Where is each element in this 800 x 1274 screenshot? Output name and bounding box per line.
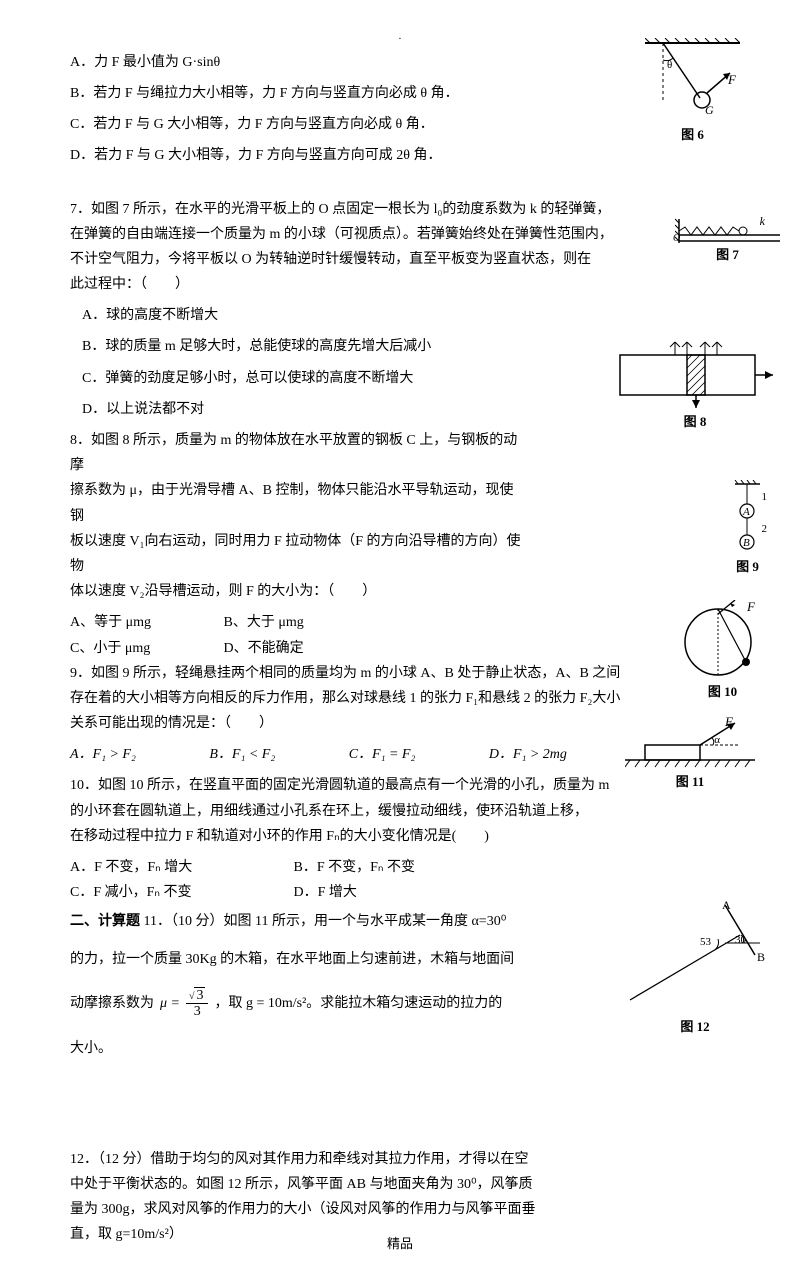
q10-line2: 的小环套在圆轨道上，用细线通过小孔系在环上，缓慢拉动细线，使环沿轨道上移，: [70, 799, 660, 824]
q9-c: C．F₁ = F₂: [349, 747, 416, 762]
fig12-30: 30: [735, 931, 746, 951]
q12-line2: 中处于平衡状态的。如图 12 所示，风筝平面 AB 与地面夹角为 30⁰，风筝质: [70, 1172, 545, 1197]
fig6-f: F: [728, 68, 736, 91]
q6-option-d: D．若力 F 与 G 大小相等，力 F 方向与竖直方向可成 2θ 角．: [70, 143, 550, 168]
q8-c: C、小于 μmg: [70, 636, 220, 661]
q9-line3: 关系可能出现的情况是：（ ）: [70, 711, 660, 736]
q11-mu: μ =: [160, 991, 180, 1016]
figure-11: F α 图 11: [625, 715, 755, 793]
q7-option-a: A．球的高度不断增大: [82, 303, 730, 328]
q10-b: B．F 不变，Fₙ 不变: [294, 860, 416, 875]
fig9-label: 图 9: [730, 555, 765, 578]
q8-line1: 8．如图 8 所示，质量为 m 的物体放在水平放置的钢板 C 上，与钢板的动摩: [70, 428, 525, 478]
q10-stem: 10．如图 10 所示，在竖直平面的固定光滑圆轨道的最高点有一个光滑的小孔，质量…: [70, 773, 660, 849]
section2-title: 二、计算题: [70, 914, 140, 929]
fig12-a: A: [722, 895, 731, 917]
fig6-theta: θ: [667, 56, 672, 76]
figure-8: 图 8: [615, 340, 775, 433]
q9-d: D．F₁ > 2mg: [489, 747, 567, 762]
q8-stem: 8．如图 8 所示，质量为 m 的物体放在水平放置的钢板 C 上，与钢板的动摩 …: [70, 428, 525, 604]
q12-line3: 量为 300g，求风对风筝的作用力的大小（设风对风筝的作用力与风筝平面垂: [70, 1197, 545, 1222]
fig6-g: G: [705, 100, 714, 122]
fig10-label: 图 10: [680, 680, 765, 703]
fig12-b: B: [757, 947, 765, 969]
q9-line1: 9．如图 9 所示，轻绳悬挂两个相同的质量均为 m 的小球 A、B 处于静止状态…: [70, 661, 660, 686]
q11-stem4: 大小。: [70, 1036, 730, 1061]
fig7-label: 图 7: [675, 243, 780, 266]
q7-line4: 此过程中：（ ）: [70, 272, 630, 297]
q11-fraction: √3 3: [186, 988, 209, 1020]
fig7-o: O: [673, 230, 680, 248]
q6-a-text: A．力 F 最小值为 G·sinθ: [70, 55, 220, 70]
figure-12: A B 53 30 图 12: [625, 895, 765, 1038]
q8-b: B、大于 μmg: [224, 615, 304, 630]
q11-stem2: 的力，拉一个质量 30Kg 的木箱，在水平地面上匀速前进，木箱与地面间: [70, 947, 540, 972]
top-mark: ·: [70, 30, 730, 50]
q8-line2: 擦系数为 μ，由于光滑导槽 A、B 控制，物体只能沿水平导轨运动，现使钢: [70, 478, 525, 528]
q10-line1: 10．如图 10 所示，在竖直平面的固定光滑圆轨道的最高点有一个光滑的小孔，质量…: [70, 773, 660, 798]
q10-d: D．F 增大: [294, 885, 357, 900]
q11-stem1: 11．（10 分）如图 11 所示，用一个与水平成某一角度 α=30⁰: [144, 914, 507, 929]
fig9-a: A: [743, 503, 750, 523]
fig11-label: 图 11: [625, 770, 755, 793]
fig9-1: 1: [762, 488, 768, 508]
fig11-alpha: α: [714, 731, 720, 751]
q11-stem3: 动摩擦系数为 μ = √3 3 ，取 g = 10m/s²。求能拉木箱匀速运动的…: [70, 988, 550, 1020]
q10-c: C．F 减小，Fₙ 不变: [70, 880, 290, 905]
q9-a: A．F₁ > F₂: [70, 747, 136, 762]
figure-7: k O 图 7: [675, 215, 780, 266]
q8-line4: 体以速度 V₂沿导槽运动，则 F 的大小为：（ ）: [70, 579, 525, 604]
fig8-label: 图 8: [615, 410, 775, 433]
figure-10: F 图 10: [680, 600, 765, 703]
q11-stem3-pre: 动摩擦系数为: [70, 991, 154, 1016]
q12-line1: 12．（12 分）借助于均匀的风对其作用力和牵线对其拉力作用，才得以在空: [70, 1147, 545, 1172]
q10-a: A．F 不变，Fₙ 增大: [70, 855, 290, 880]
fig12-53: 53: [700, 933, 711, 953]
q7-line1: 7．如图 7 所示，在水平的光滑平板上的 O 点固定一根长为 l₀的劲度系数为 …: [70, 197, 630, 222]
q7-stem: 7．如图 7 所示，在水平的光滑平板上的 O 点固定一根长为 l₀的劲度系数为 …: [70, 197, 630, 298]
fig6-label: 图 6: [645, 123, 740, 146]
q8-line3: 板以速度 V₁向右运动，同时用力 F 拉动物体（F 的方向沿导槽的方向）使物: [70, 529, 525, 579]
q9-b: B．F₁ < F₂: [209, 747, 275, 762]
q6-option-c: C．若力 F 与 G 大小相等，力 F 方向与竖直方向必成 θ 角．: [70, 112, 510, 137]
q9-line2: 存在着的大小相等方向相反的斥力作用，那么对球悬线 1 的张力 F₁和悬线 2 的…: [70, 686, 660, 711]
q8-options-row2: C、小于 μmg D、不能确定: [70, 636, 730, 661]
fig9-b: B: [743, 534, 750, 554]
q8-d: D、不能确定: [224, 641, 304, 656]
q7-line2: 在弹簧的自由端连接一个质量为 m 的小球（可视质点）。若弹簧始终处在弹簧性范围内…: [70, 222, 630, 247]
fig9-2: 2: [762, 520, 768, 540]
figure-6: F G θ 图 6: [645, 38, 740, 146]
fig12-label: 图 12: [625, 1015, 765, 1038]
q9-stem: 9．如图 9 所示，轻绳悬挂两个相同的质量均为 m 的小球 A、B 处于静止状态…: [70, 661, 660, 737]
q6-option-a: A．力 F 最小值为 G·sinθ: [70, 50, 730, 75]
q11-stem3-post: ，取 g = 10m/s²。求能拉木箱匀速运动的拉力的: [214, 991, 502, 1016]
q6-option-b: B．若力 F 与绳拉力大小相等，力 F 方向与竖直方向必成 θ 角．: [70, 81, 730, 106]
q8-options-row1: A、等于 μmg B、大于 μmg: [70, 610, 730, 635]
fig10-f: F: [747, 595, 755, 618]
footer: 精品: [0, 1232, 800, 1255]
figure-9: 1 A 2 B 图 9: [730, 480, 765, 578]
q8-a: A、等于 μmg: [70, 610, 220, 635]
fig7-k: k: [760, 211, 765, 233]
q10-line3: 在移动过程中拉力 F 和轨道对小环的作用 Fₙ的大小变化情况是( ): [70, 824, 660, 849]
q10-options-row1: A．F 不变，Fₙ 增大 B．F 不变，Fₙ 不变: [70, 855, 730, 880]
fig11-f: F: [725, 710, 733, 733]
q7-line3: 不计空气阻力，今将平板以 O 为转轴逆时针缓慢转动，直至平板变为竖直状态，则在: [70, 247, 630, 272]
